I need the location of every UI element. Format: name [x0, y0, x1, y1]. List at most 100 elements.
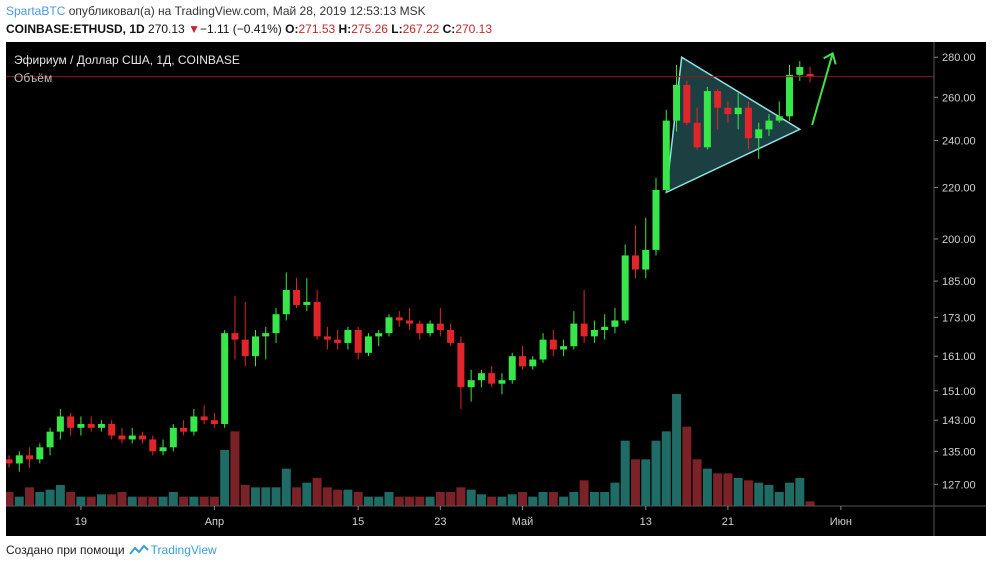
volume-bar	[774, 492, 784, 506]
volume-bar	[518, 492, 527, 506]
volume-bars	[4, 394, 815, 506]
price-chart[interactable]: 280.00 260.00 240.00 220.00 200.00 185.00 173.…	[4, 42, 986, 536]
candle-body	[56, 416, 64, 432]
close-label: C:	[442, 22, 456, 36]
volume-bar	[528, 496, 538, 506]
candle-body	[5, 459, 13, 464]
symbol-label: COINBASE:ETHUSD, 1D	[6, 22, 145, 36]
volume-bar	[610, 482, 620, 506]
candle-body	[190, 416, 198, 432]
candle-body	[744, 107, 752, 139]
candle-body	[601, 326, 609, 330]
volume-bar	[363, 496, 373, 506]
candle-body	[108, 423, 116, 436]
candle-body	[436, 323, 444, 330]
volume-bar	[138, 496, 148, 506]
volume-bar	[466, 489, 476, 506]
chart-legend-volume: Объём	[14, 71, 52, 85]
volume-bar	[394, 496, 404, 506]
candle-body	[560, 346, 568, 350]
candle-body	[683, 84, 691, 123]
candle-body	[806, 73, 814, 77]
down-triangle-icon: ▼	[188, 22, 200, 36]
candle-body	[488, 373, 496, 384]
volume-bar	[456, 487, 466, 506]
volume-bar	[148, 496, 158, 506]
candle-body	[642, 249, 650, 270]
candle-body	[375, 333, 383, 337]
candle-body	[77, 423, 85, 428]
volume-bar	[230, 431, 240, 506]
volume-bar	[333, 489, 343, 506]
volume-bar	[446, 492, 456, 506]
candle-body	[611, 320, 619, 327]
candle-body	[570, 323, 578, 347]
candle-body	[334, 339, 342, 343]
volume-bar	[302, 482, 312, 506]
candle-body	[703, 91, 711, 148]
close-value: 270.13	[455, 22, 493, 36]
volume-bar	[240, 485, 250, 506]
candle-body	[15, 455, 23, 464]
x-tick-label: Май	[512, 516, 534, 528]
volume-bar	[322, 487, 332, 506]
chart-background	[6, 42, 986, 536]
candle-body	[385, 317, 393, 334]
candle-body	[231, 333, 239, 340]
chart-legend-title: Эфириум / Доллар США, 1Д, COINBASE	[14, 53, 240, 67]
volume-bar	[743, 480, 753, 506]
triangle-shape	[665, 55, 802, 194]
volume-bar	[158, 496, 168, 506]
candle-body	[549, 339, 557, 350]
candle-body	[734, 107, 742, 115]
candle-body	[652, 189, 660, 250]
high-value: 275.26	[351, 22, 388, 36]
volume-bar	[86, 496, 96, 506]
candle-body	[796, 66, 804, 75]
candle-body	[26, 455, 34, 460]
chart-overlays	[6, 51, 934, 126]
volume-bar	[630, 459, 640, 506]
tradingview-brand: TradingView	[150, 543, 217, 557]
volume-bar	[692, 459, 702, 506]
volume-bar	[795, 478, 805, 506]
volume-bar	[14, 496, 24, 506]
footer-prefix: Создано при помощи	[6, 543, 125, 557]
chart-area[interactable]: 280.00 260.00 240.00 220.00 200.00 185.00 173.…	[4, 42, 986, 536]
volume-bar	[384, 492, 394, 506]
y-tick-label: 240.00	[942, 135, 976, 147]
y-tick-label: 135.00	[942, 446, 976, 458]
low-label: L:	[391, 22, 403, 36]
candle-body	[159, 447, 167, 452]
candle-body	[519, 356, 526, 367]
y-tick-label: 200.00	[942, 234, 976, 246]
candle-body	[149, 439, 157, 452]
candle-body	[662, 120, 670, 190]
volume-bar	[425, 496, 435, 506]
candle-body	[765, 120, 773, 130]
volume-bar	[641, 459, 651, 506]
volume-bar	[476, 494, 486, 506]
author-link[interactable]: SpartaBTC	[6, 4, 66, 18]
last-price: 270.13	[148, 22, 185, 36]
volume-bar	[661, 431, 671, 506]
volume-bar	[4, 492, 14, 506]
axes: 280.00 260.00 240.00 220.00 200.00 185.00 173.…	[6, 42, 986, 536]
price-change: −1.11 (−0.41%)	[199, 22, 282, 36]
volume-bar	[312, 478, 322, 506]
candle-body	[755, 129, 763, 139]
volume-bar	[754, 482, 764, 506]
candle-body	[169, 427, 177, 448]
x-tick-label: 15	[352, 516, 364, 528]
volume-bar	[45, 489, 55, 506]
footer: Создано при помощи TradingView	[6, 543, 217, 557]
volume-bar	[117, 492, 127, 506]
volume-bar	[374, 496, 384, 506]
tradingview-link[interactable]: TradingView	[128, 543, 217, 557]
candle-body	[467, 380, 475, 388]
volume-bar	[261, 487, 271, 506]
candle-body	[354, 329, 362, 353]
candle-body	[46, 431, 54, 448]
candle-body	[272, 314, 280, 334]
volume-bar	[209, 496, 219, 506]
